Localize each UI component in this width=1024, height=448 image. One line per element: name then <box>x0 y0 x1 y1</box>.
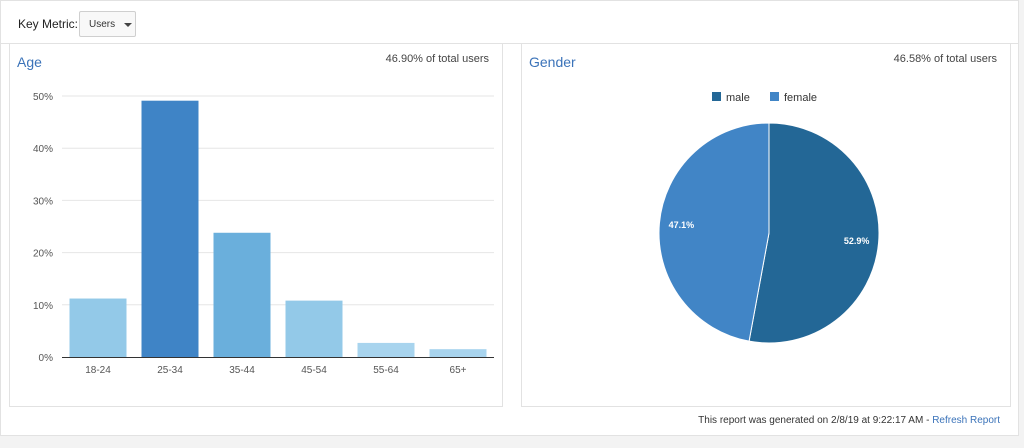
pie-slice-male <box>748 122 880 344</box>
age-x-tick-label: 65+ <box>450 365 467 376</box>
age-bar-45-54 <box>285 300 343 357</box>
age-y-tick-label: 20% <box>33 249 53 260</box>
report-footer: This report was generated on 2/8/19 at 9… <box>698 415 1000 426</box>
report-card: Key Metric: Users Age 46.90% of total us… <box>0 0 1019 436</box>
age-panel: Age 46.90% of total users 0% 10% 20% 30% 40%… <box>9 43 503 407</box>
pie-slice-female <box>658 122 770 342</box>
key-metric-bar: Key Metric: Users <box>1 1 1018 44</box>
age-y-tick-label: 30% <box>33 196 53 207</box>
legend-swatch-male <box>712 92 721 101</box>
age-bar-18-24 <box>69 298 127 357</box>
gender-panel-note: 46.58% of total users <box>893 53 997 65</box>
age-bar-25-34 <box>141 100 199 357</box>
pie-label-female: 47.1% <box>669 220 695 230</box>
age-y-tick-label: 40% <box>33 144 53 155</box>
report-generated-text: This report was generated on 2/8/19 at 9… <box>698 415 933 426</box>
age-bar-chart: 0% 10% 20% 30% 40% 50% 18-24 25-34 35-44 45-54 55-… <box>33 92 494 376</box>
age-x-tick-label: 25-34 <box>157 365 183 376</box>
age-x-tick-label: 35-44 <box>229 365 255 376</box>
pie-label-male: 52.9% <box>844 236 870 246</box>
key-metric-selected-value: Users <box>89 19 116 30</box>
age-y-tick-label: 0% <box>39 353 54 364</box>
gender-panel: Gender 46.58% of total users male female 5… <box>521 43 1011 407</box>
age-y-tick-label: 50% <box>33 92 53 103</box>
legend-label-male: male <box>726 92 750 104</box>
age-bar-65+ <box>429 349 487 357</box>
age-bar-35-44 <box>213 232 271 357</box>
age-bar-55-64 <box>357 342 415 357</box>
gender-pie-chart: male female 52.9% 47.1% <box>658 92 880 344</box>
key-metric-label: Key Metric: <box>18 17 79 31</box>
age-x-tick-label: 55-64 <box>373 365 399 376</box>
age-x-tick-label: 18-24 <box>85 365 111 376</box>
legend-swatch-female <box>770 92 779 101</box>
age-y-tick-label: 10% <box>33 301 53 312</box>
legend-label-female: female <box>784 92 817 104</box>
age-panel-note: 46.90% of total users <box>385 53 489 65</box>
chevron-down-icon <box>124 23 132 27</box>
age-x-tick-label: 45-54 <box>301 365 327 376</box>
refresh-report-link[interactable]: Refresh Report <box>932 415 1000 426</box>
age-panel-title: Age <box>17 54 42 70</box>
key-metric-dropdown[interactable]: Users <box>79 11 136 37</box>
gender-panel-title: Gender <box>529 54 576 70</box>
